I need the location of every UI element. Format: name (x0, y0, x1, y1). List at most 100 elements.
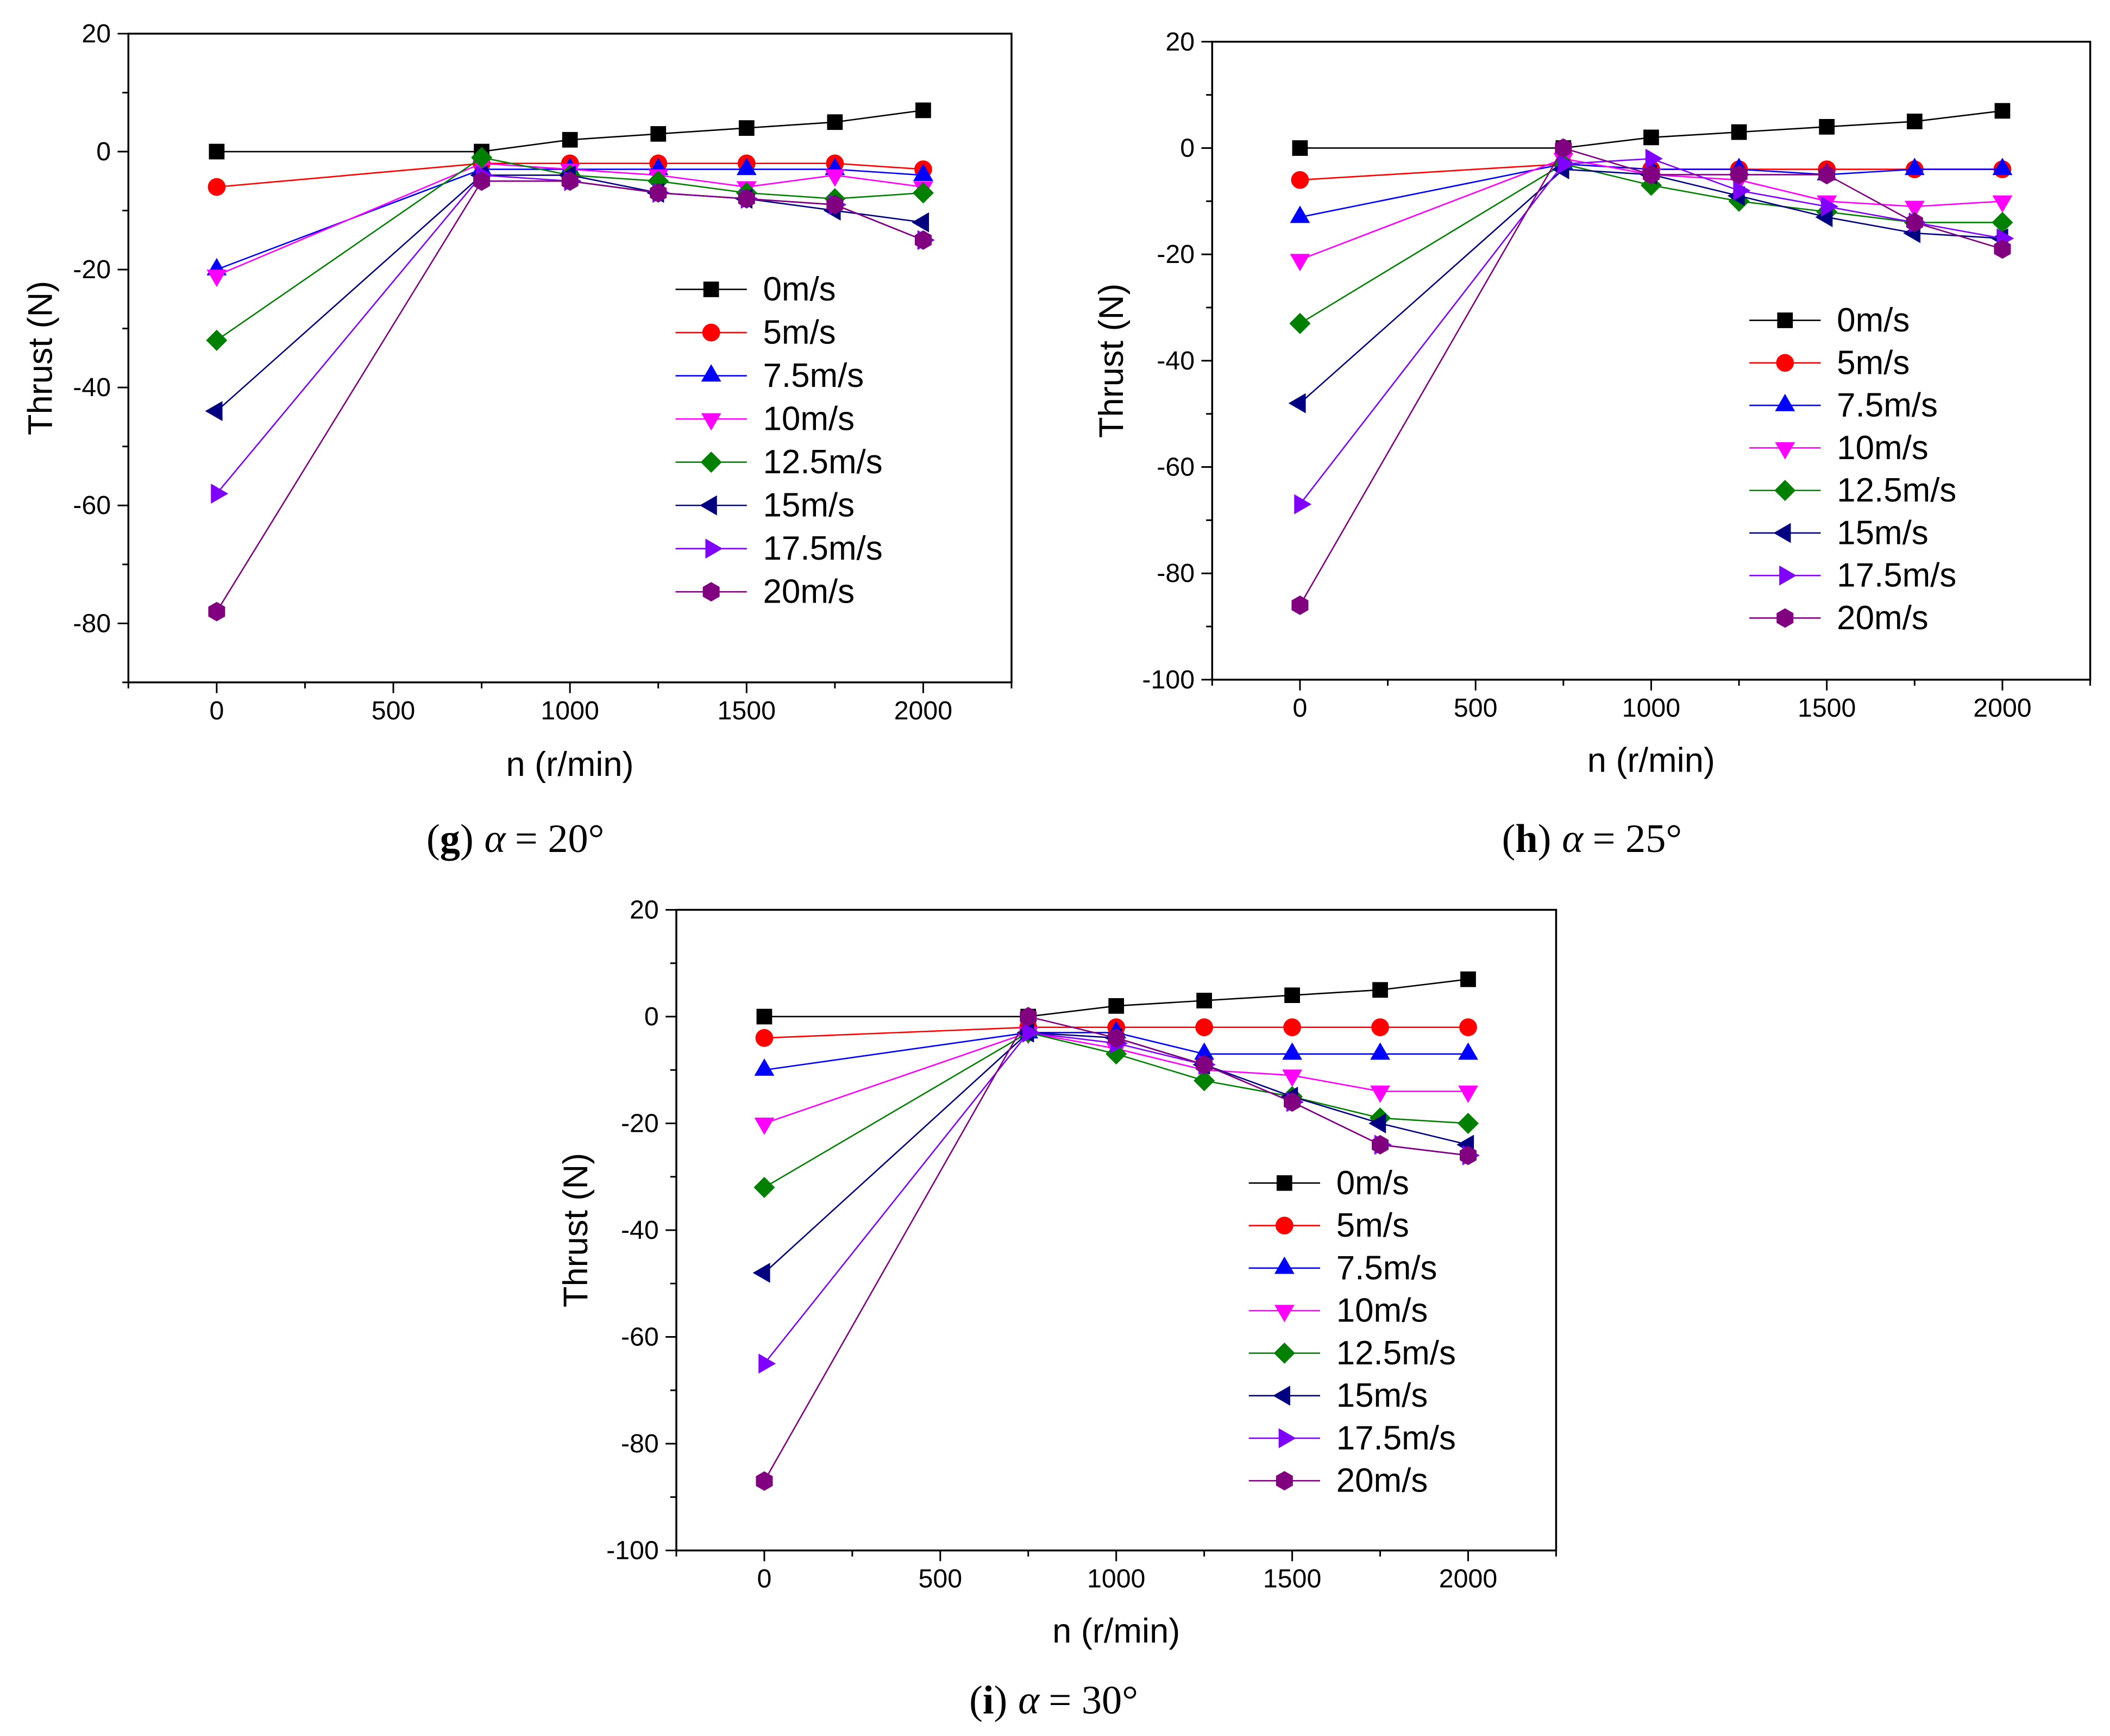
legend-marker-triangle-right-icon (1278, 1428, 1296, 1449)
legend-entry-10ms: 10m/s (675, 400, 855, 438)
legend-label: 20m/s (763, 573, 855, 611)
legend-entry-0ms: 0m/s (1248, 1164, 1409, 1202)
y-tick-label: -60 (1157, 453, 1195, 482)
legend-label: 15m/s (1336, 1377, 1428, 1414)
legend-label: 17.5m/s (1837, 557, 1956, 594)
point-0ms-1000 (562, 131, 578, 148)
point-0ms-0 (756, 1008, 773, 1025)
legend-entry-12-5ms: 12.5m/s (675, 443, 883, 481)
point-20ms-1250 (1730, 165, 1748, 185)
point-0ms-1500 (1819, 118, 1835, 135)
point-10ms-1750 (1904, 200, 1925, 218)
legend-entry-10ms: 10m/s (1248, 1292, 1428, 1330)
x-tick-label: 0 (1293, 693, 1308, 723)
caption-close: ) (994, 1678, 1008, 1722)
point-10ms-2000 (1458, 1085, 1478, 1103)
point-17-5ms-1000 (1645, 148, 1663, 169)
point-20ms-750 (473, 171, 491, 191)
caption-value: = 20° (515, 817, 604, 861)
legend-marker-triangle-up-icon (1274, 1256, 1295, 1274)
legend-marker-circle-icon (1776, 354, 1794, 372)
y-tick-label: -60 (621, 1323, 659, 1352)
y-tick-label: 0 (96, 137, 111, 166)
legend-label: 0m/s (1336, 1164, 1409, 1202)
point-0ms-0 (1292, 140, 1308, 156)
legend-label: 0m/s (763, 271, 836, 308)
y-tick-label: -40 (621, 1215, 659, 1245)
x-tick-label: 0 (757, 1564, 771, 1594)
point-15ms-1750 (1368, 1113, 1386, 1133)
y-tick-label: 0 (1180, 133, 1195, 162)
point-20ms-1500 (1284, 1092, 1301, 1112)
legend-marker-triangle-down-icon (1775, 442, 1795, 460)
legend-entry-17-5ms: 17.5m/s (1749, 557, 1956, 594)
legend-entry-7-5ms: 7.5m/s (1749, 387, 1938, 424)
point-10ms-1500 (1282, 1069, 1303, 1087)
point-0ms-1250 (1196, 993, 1213, 1008)
caption-symbol: α (1018, 1678, 1040, 1722)
point-5ms-1750 (1371, 1018, 1389, 1036)
legend-marker-triangle-left-icon (699, 495, 717, 516)
legend-marker-hexagon-icon (1276, 1471, 1293, 1491)
x-tick-label: 2000 (894, 696, 952, 725)
point-15ms-0 (205, 401, 223, 422)
caption-label: g (440, 817, 460, 861)
legend-entry-7-5ms: 7.5m/s (1248, 1249, 1437, 1287)
caption-close: ) (1538, 817, 1552, 861)
legend-marker-square-icon (703, 281, 719, 297)
y-tick-label: 20 (1165, 27, 1195, 57)
legend-entry-7-5ms: 7.5m/s (675, 357, 864, 394)
legend-entry-5ms: 5m/s (675, 314, 836, 352)
legend-entry-10ms: 10m/s (1749, 429, 1929, 467)
point-17-5ms-0 (758, 1353, 776, 1374)
point-10ms-1750 (1370, 1085, 1390, 1103)
point-7-5ms-0 (754, 1058, 775, 1076)
point-20ms-750 (1555, 138, 1572, 158)
plot-frame (127, 33, 1013, 684)
y-tick-label: -20 (1157, 240, 1195, 269)
point-12-5ms-1250 (1194, 1070, 1215, 1092)
x-tick-label: 1000 (541, 696, 599, 725)
point-0ms-0 (209, 143, 225, 160)
point-12-5ms-2000 (912, 182, 934, 204)
point-12-5ms-0 (206, 329, 228, 351)
point-0ms-1250 (1731, 124, 1747, 140)
point-7-5ms-1750 (1370, 1042, 1390, 1060)
plot-area (1288, 103, 2014, 615)
y-tick-label: -60 (73, 491, 111, 520)
legend-entry-20ms: 20m/s (1248, 1462, 1428, 1500)
legend-marker-triangle-up-icon (701, 364, 721, 382)
y-tick-label: 0 (644, 1002, 659, 1031)
point-17-5ms-0 (211, 484, 229, 504)
y-tick-label: -80 (73, 609, 111, 638)
point-20ms-1000 (561, 171, 579, 191)
y-tick-label: -20 (621, 1108, 659, 1138)
point-0ms-1750 (827, 114, 843, 130)
legend-entry-17-5ms: 17.5m/s (1248, 1419, 1456, 1457)
legend-label: 12.5m/s (1837, 472, 1956, 509)
point-5ms-0 (755, 1029, 774, 1047)
point-17-5ms-1250 (1733, 180, 1751, 201)
point-7-5ms-1500 (1282, 1042, 1303, 1060)
legend-label: 17.5m/s (1336, 1419, 1456, 1457)
point-20ms-1000 (1642, 165, 1660, 185)
legend-label: 0m/s (1837, 302, 1910, 339)
point-20ms-1500 (738, 189, 755, 209)
point-15ms-0 (1288, 393, 1306, 413)
point-20ms-1750 (1906, 212, 1923, 233)
point-17-5ms-0 (1294, 494, 1312, 515)
point-10ms-0 (754, 1117, 775, 1135)
legend-marker-diamond-icon (700, 452, 722, 473)
caption-open: ( (426, 817, 440, 861)
point-20ms-1250 (650, 183, 667, 203)
point-0ms-2000 (1460, 971, 1476, 987)
point-7-5ms-0 (1290, 205, 1310, 223)
caption-symbol: α (1562, 817, 1584, 861)
x-tick-label: 1000 (1622, 693, 1680, 723)
caption-label: i (983, 1678, 994, 1722)
point-12-5ms-2000 (1992, 211, 2013, 233)
legend-label: 10m/s (763, 400, 855, 438)
axes: 0 500 1000 1500 2000 20 0 -20 -40 -60 -80 -100 (606, 895, 1558, 1594)
point-0ms-2000 (1994, 103, 2011, 119)
point-12-5ms-750 (471, 147, 493, 168)
